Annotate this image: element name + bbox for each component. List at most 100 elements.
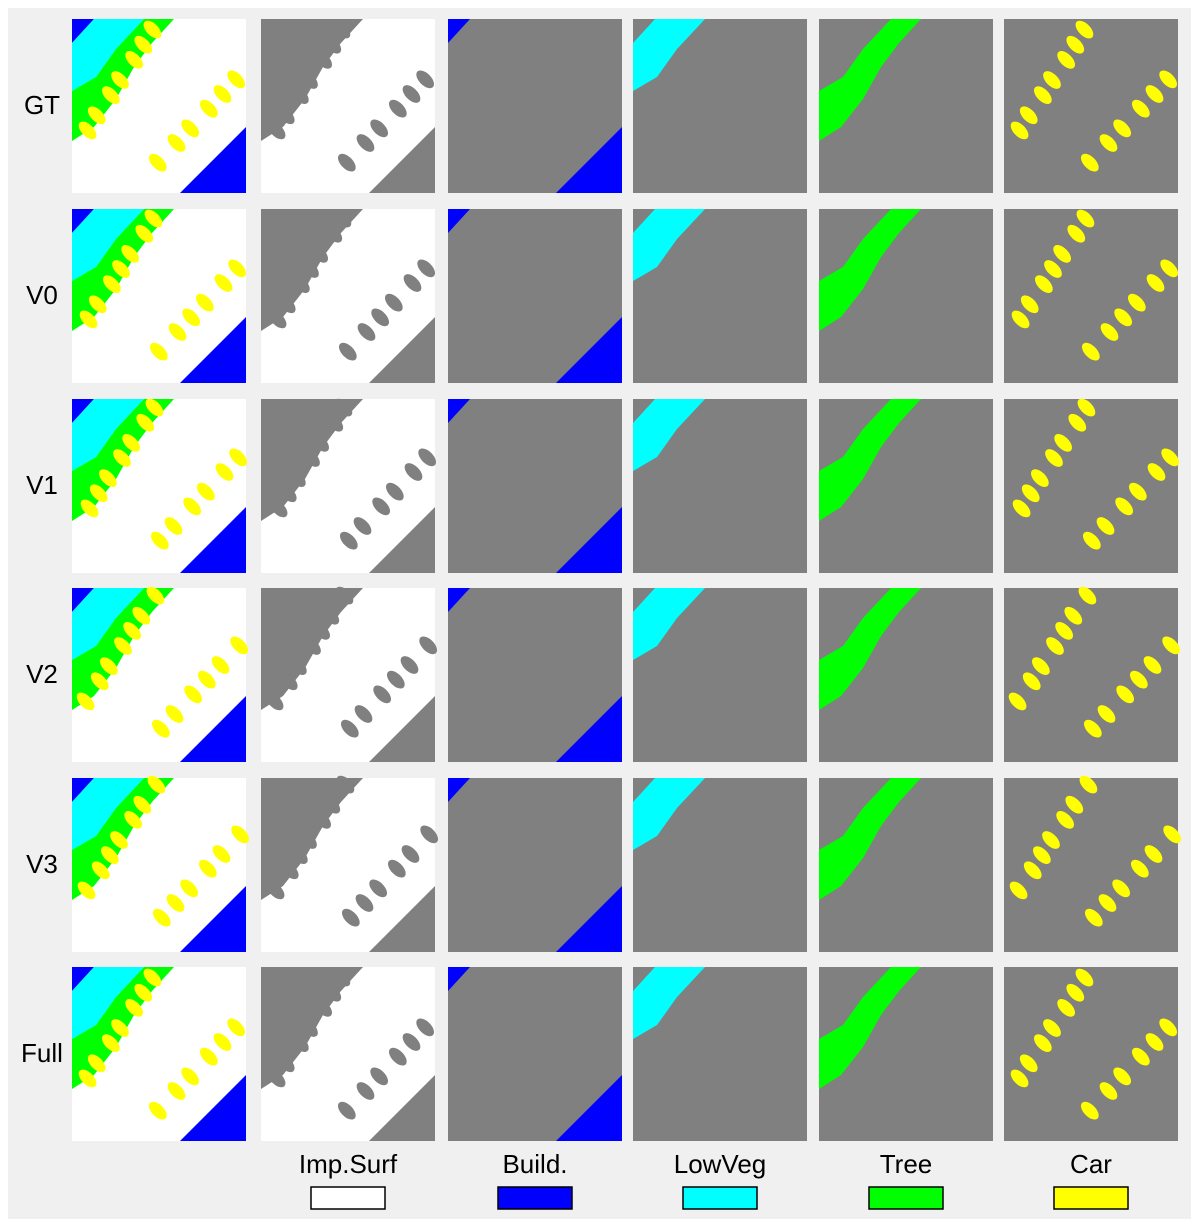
car-blob — [150, 531, 169, 550]
car-blob — [183, 497, 202, 516]
car-blob — [113, 449, 131, 467]
car-blob — [1010, 121, 1029, 140]
car-blob — [100, 846, 119, 865]
segmentation-panel — [72, 586, 249, 762]
car-blob — [288, 657, 307, 676]
segmentation-panel — [72, 19, 246, 193]
segmentation-panel — [448, 967, 622, 1141]
car-blob — [164, 517, 183, 535]
car-blob — [419, 636, 438, 655]
class-region — [72, 588, 144, 660]
segmentation-panel — [1004, 398, 1180, 573]
segmentation-panel — [1004, 586, 1181, 762]
car-blob — [196, 482, 215, 501]
car-blob — [1160, 259, 1179, 278]
car-blob — [1033, 86, 1052, 105]
segmentation-panel — [633, 209, 807, 383]
car-blob — [1146, 274, 1165, 292]
car-blob — [98, 469, 117, 488]
class-region — [180, 127, 246, 193]
car-blob — [1030, 469, 1049, 488]
car-blob — [215, 463, 234, 481]
car-blob — [136, 413, 155, 432]
car-blob — [299, 831, 317, 849]
segmentation-panel — [633, 588, 807, 762]
car-blob — [404, 463, 423, 481]
row-label: V0 — [26, 280, 58, 310]
car-blob — [198, 859, 217, 878]
car-blob — [277, 295, 296, 314]
segmentation-panel — [72, 967, 246, 1141]
car-blob — [1057, 50, 1076, 69]
car-blob — [149, 342, 168, 361]
car-blob — [148, 153, 167, 172]
segmentation-panel — [72, 775, 250, 952]
car-blob — [420, 825, 439, 844]
car-blob — [386, 670, 405, 689]
class-region — [633, 778, 705, 850]
car-blob — [167, 134, 186, 152]
car-blob — [1010, 1069, 1029, 1088]
car-blob — [1011, 310, 1030, 329]
class-region — [180, 886, 246, 952]
car-blob — [287, 469, 306, 488]
car-blob — [212, 845, 231, 863]
car-blob — [135, 224, 154, 243]
car-blob — [110, 831, 128, 849]
car-blob — [101, 1034, 120, 1053]
segmentation-panel — [261, 398, 437, 573]
car-blob — [1161, 448, 1180, 467]
car-blob — [1009, 881, 1028, 900]
car-blob — [388, 99, 407, 118]
car-blob — [268, 310, 287, 329]
car-blob — [1079, 775, 1098, 794]
car-blob — [77, 881, 96, 900]
car-blob — [312, 621, 331, 640]
car-blob — [314, 998, 333, 1017]
car-blob — [402, 85, 421, 103]
car-blob — [290, 1034, 309, 1053]
car-blob — [337, 153, 356, 172]
car-blob — [332, 968, 351, 987]
class-region — [180, 1075, 246, 1141]
car-blob — [99, 657, 118, 676]
car-blob — [1054, 433, 1073, 452]
car-blob — [334, 398, 353, 417]
class-region — [556, 886, 622, 952]
car-blob — [231, 825, 250, 844]
car-blob — [384, 293, 403, 312]
car-blob — [1021, 484, 1040, 503]
class-region — [261, 19, 435, 193]
car-blob — [1131, 99, 1150, 118]
car-blob — [1131, 1047, 1150, 1066]
car-blob — [1045, 449, 1063, 467]
car-blob — [1034, 275, 1053, 294]
class-region — [261, 967, 435, 1141]
car-blob — [313, 810, 332, 829]
car-blob — [289, 846, 308, 865]
class-region — [819, 778, 921, 900]
class-region — [633, 19, 705, 91]
class-region — [72, 967, 144, 1039]
car-blob — [373, 685, 392, 704]
legend-swatch — [497, 1186, 573, 1210]
car-blob — [143, 968, 162, 987]
car-blob — [229, 448, 248, 467]
car-blob — [1143, 656, 1162, 674]
car-blob — [418, 448, 437, 467]
class-region — [448, 967, 470, 991]
car-blob — [1042, 831, 1060, 849]
car-blob — [167, 1082, 186, 1100]
segmentation-panel — [72, 398, 248, 573]
car-blob — [303, 637, 321, 655]
car-blob — [122, 433, 141, 452]
car-blob — [213, 85, 232, 103]
car-blob — [1031, 657, 1050, 676]
segmentation-panel — [261, 209, 436, 383]
class-region — [633, 588, 705, 660]
class-region — [556, 507, 622, 573]
car-blob — [1097, 705, 1116, 723]
car-blob — [1053, 244, 1072, 263]
car-blob — [340, 719, 359, 738]
